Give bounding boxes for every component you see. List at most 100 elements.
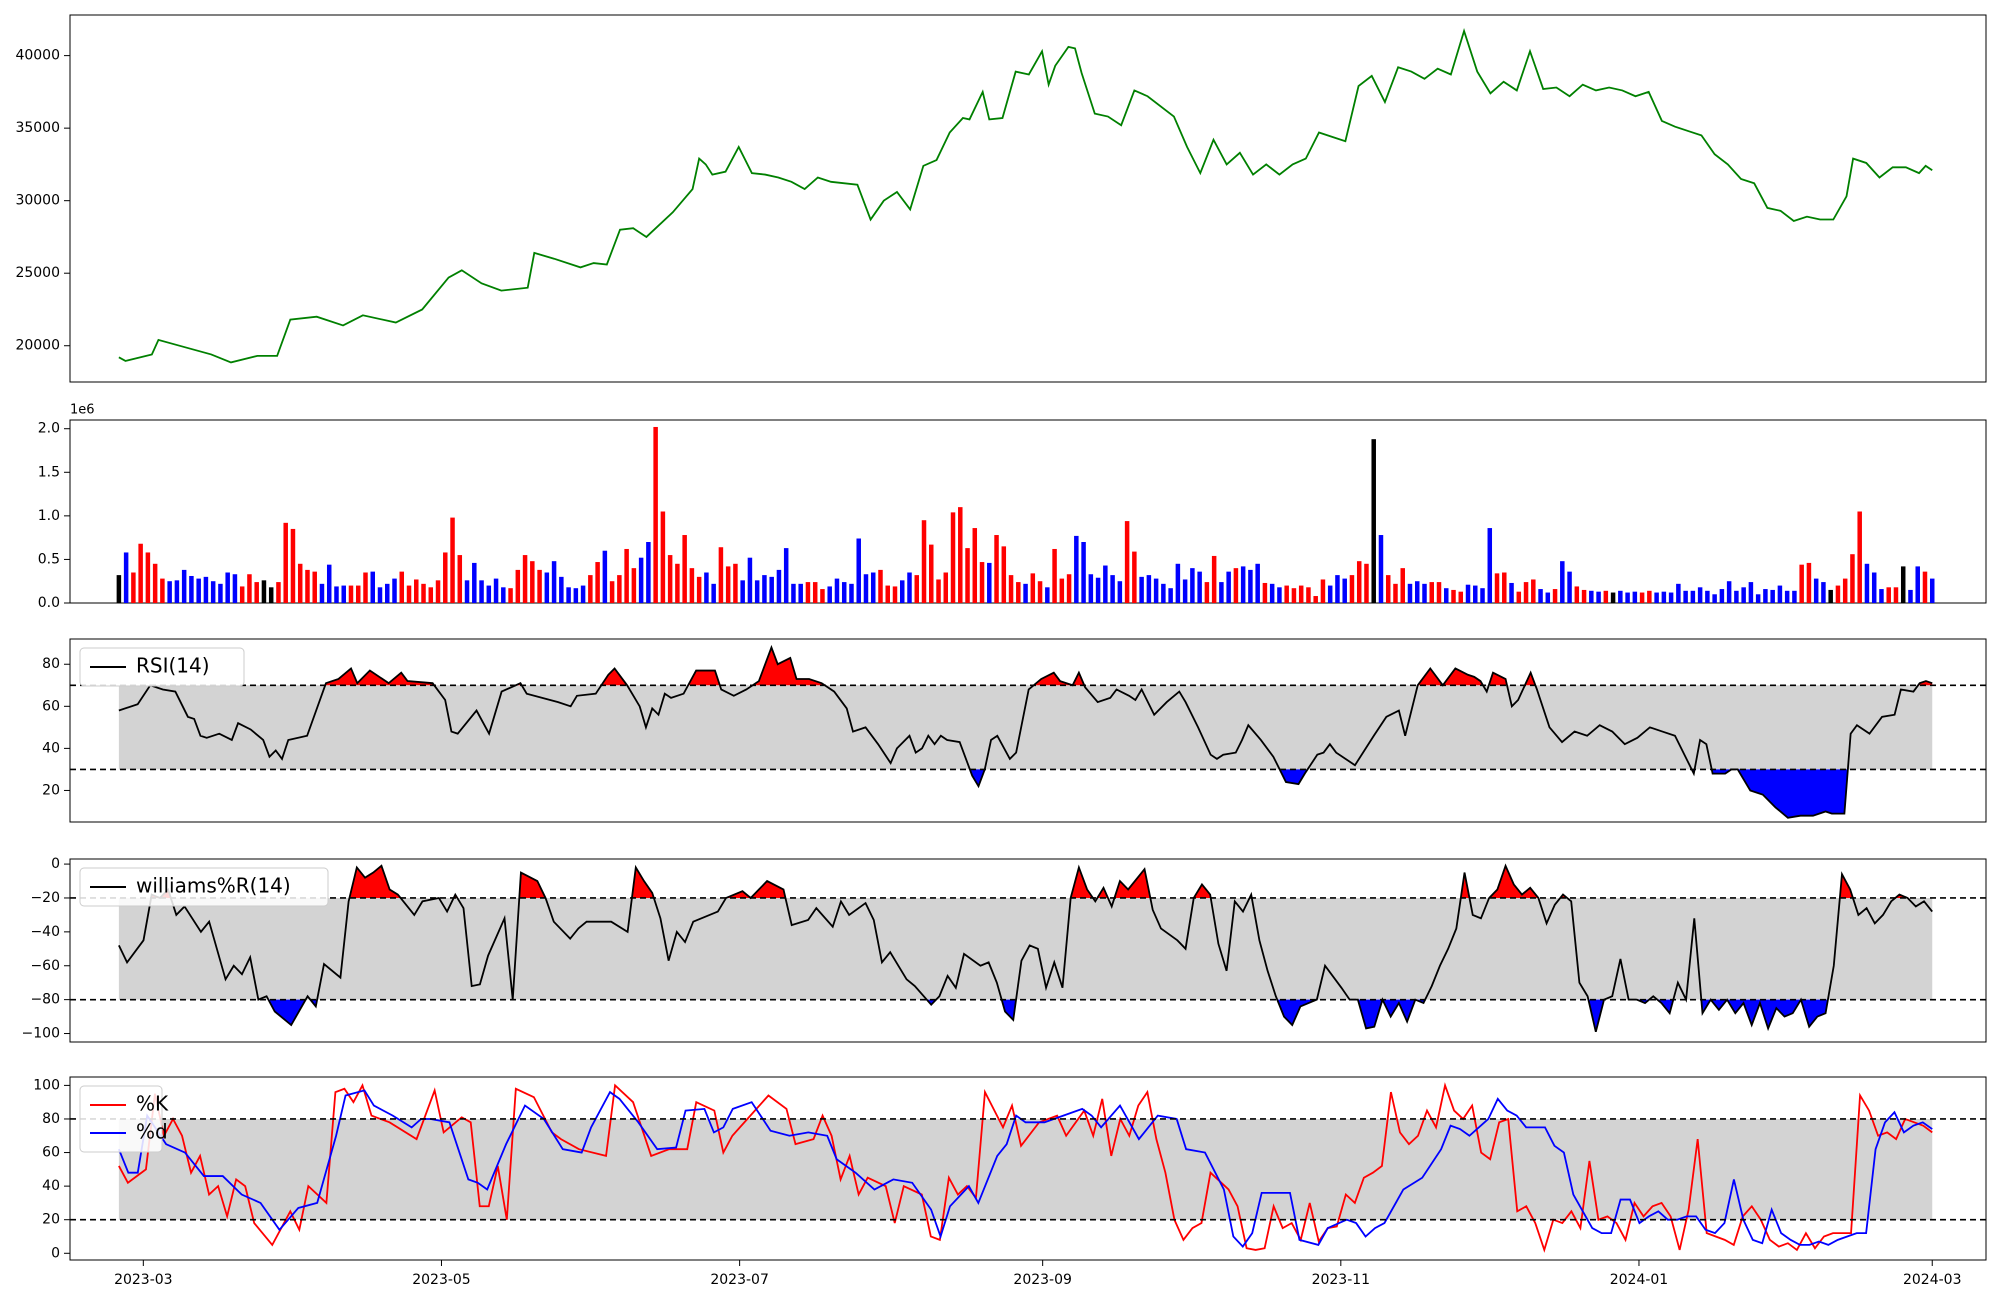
volume-bar <box>624 548 629 603</box>
volume-bar <box>1538 589 1543 603</box>
volume-bar <box>1269 583 1275 603</box>
volume-bar <box>225 572 230 603</box>
volume-bar <box>1175 563 1181 603</box>
x-tick-label: 2023-07 <box>710 1272 769 1288</box>
volume-bar <box>1052 548 1057 603</box>
y-tick-label: 1.5 <box>38 464 60 480</box>
volume-bar <box>1726 581 1732 603</box>
volume-bar <box>392 578 397 603</box>
volume-bar <box>812 582 818 603</box>
volume-bar <box>1864 563 1870 603</box>
volume-bar <box>1741 587 1746 603</box>
volume-bar <box>377 587 383 603</box>
volume-bar <box>312 571 317 603</box>
volume-bar <box>1342 578 1347 603</box>
volume-bar <box>1502 572 1507 603</box>
volume-bar <box>1697 587 1703 603</box>
volume-bar <box>1871 572 1877 603</box>
volume-bar <box>1929 578 1935 603</box>
band-fill <box>118 897 1933 1000</box>
volume-bar <box>435 580 441 603</box>
y-tick-label: 1.0 <box>38 508 60 524</box>
volume-bar <box>1371 439 1376 603</box>
volume-bar <box>704 572 709 603</box>
volume-bar <box>783 548 789 603</box>
volume-bar <box>276 582 281 603</box>
legend-label: %d <box>136 1120 168 1144</box>
volume-bar <box>443 552 448 603</box>
volume-bar <box>566 587 571 603</box>
volume-bar <box>1168 588 1173 603</box>
volume-bar <box>189 575 194 603</box>
volume-multiplier: 1e6 <box>70 403 95 418</box>
volume-bar <box>283 522 288 603</box>
axes-frame <box>69 419 1987 604</box>
volume-bar <box>493 578 499 603</box>
volume-bar <box>210 581 216 603</box>
panel-stochastic: 0 20 40 60 80 100 %K %d <box>33 1076 1987 1261</box>
volume-bar <box>1349 575 1355 603</box>
y-tick-label: 25000 <box>15 265 60 281</box>
volume-bar <box>1008 575 1014 603</box>
volume-bar <box>326 564 332 603</box>
volume-bar <box>1001 546 1007 603</box>
volume-bar <box>1103 565 1108 603</box>
volume-bar <box>1596 591 1601 603</box>
volume-bar <box>1777 585 1783 603</box>
volume-bar <box>1436 582 1442 603</box>
axes-frame <box>69 638 1987 823</box>
y-tick-label: 30000 <box>15 193 60 209</box>
legend-label: williams%R(14) <box>136 874 291 898</box>
volume-bar <box>1356 561 1362 603</box>
volume-bar <box>1915 566 1920 603</box>
volume-bar <box>530 561 535 603</box>
volume-bar <box>1117 581 1123 603</box>
volume-bar <box>1618 590 1623 603</box>
volume-bar <box>1886 587 1891 603</box>
volume-bar <box>1487 528 1493 603</box>
volume-bar <box>1378 535 1384 603</box>
y-tick-label: −20 <box>30 890 60 906</box>
volume-bar <box>1842 578 1848 603</box>
volume-bar <box>965 548 970 603</box>
x-tick-label: 2023-09 <box>1013 1272 1072 1288</box>
volume-bar <box>1298 585 1304 603</box>
axes-frame <box>69 858 1987 1043</box>
volume-bar <box>1277 587 1282 603</box>
volume-bar <box>370 571 375 603</box>
volume-bar <box>355 585 361 603</box>
band-fill <box>118 685 1933 770</box>
volume-bar <box>979 562 985 603</box>
volume-bar <box>1335 575 1340 603</box>
volume-bar <box>1603 590 1609 603</box>
volume-bar <box>1139 576 1144 603</box>
volume-bar <box>914 575 920 603</box>
volume-bar <box>1124 521 1130 603</box>
volume-bar <box>892 586 898 603</box>
volume-bar <box>1835 585 1841 603</box>
volume-bar <box>863 574 869 603</box>
volume-bar <box>1284 585 1289 603</box>
volume-bar <box>1893 587 1899 603</box>
y-tick-label: −60 <box>30 958 60 974</box>
volume-bar <box>675 563 680 603</box>
volume-bar <box>1030 573 1036 603</box>
volume-bar <box>385 583 390 603</box>
volume-bar <box>123 552 129 603</box>
volume-bar <box>1654 592 1659 603</box>
volume-bar <box>522 555 528 603</box>
volume-bar <box>617 575 622 603</box>
volume-bar <box>1545 592 1551 603</box>
volume-bar <box>1828 589 1833 603</box>
oversold-fill <box>118 999 1933 1032</box>
volume-bar <box>167 581 172 603</box>
volume-bar <box>1037 581 1043 603</box>
volume-bar <box>638 557 644 603</box>
volume-bar <box>472 562 477 603</box>
volume-bar <box>406 585 412 603</box>
volume-bar <box>1705 590 1710 603</box>
volume-bar <box>1016 582 1021 603</box>
volume-bar <box>131 572 136 603</box>
volume-bar <box>1327 585 1333 603</box>
